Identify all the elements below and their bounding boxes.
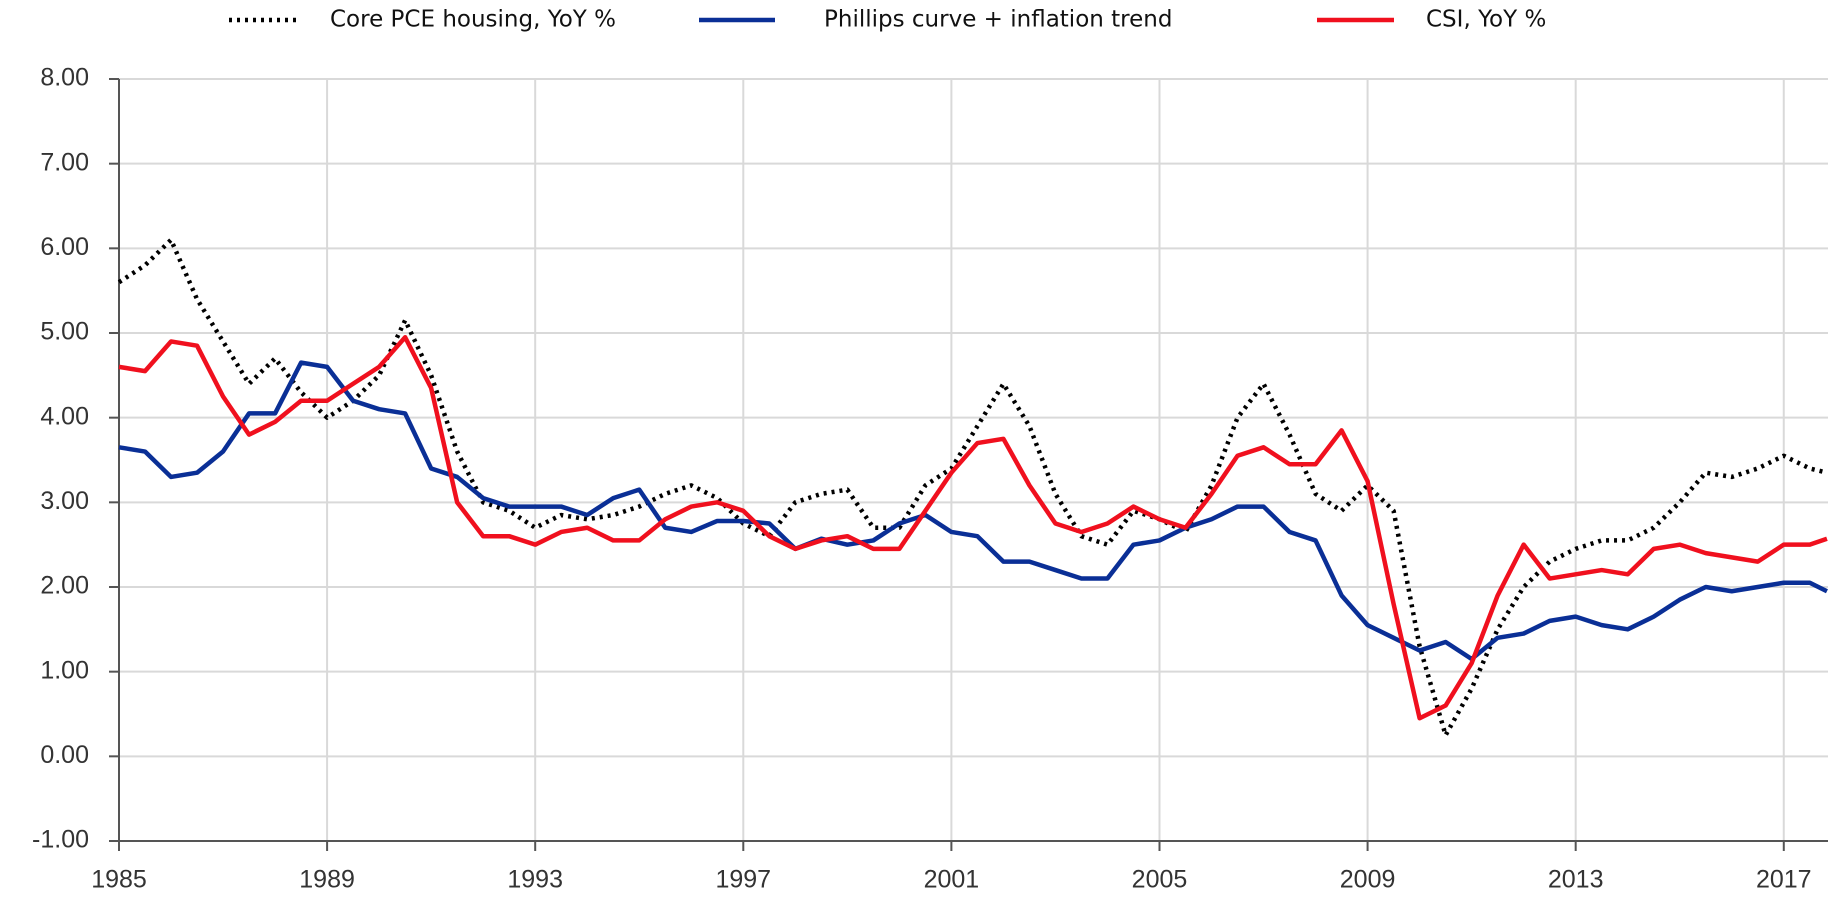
y-tick-label: 0.00 [40,741,89,769]
y-tick-label: 4.00 [40,402,89,430]
series-line [118,334,1828,721]
y-tick-label: -1.00 [32,826,89,854]
series-line [117,237,1828,738]
x-tick-label: 2009 [1340,866,1396,894]
y-tick-label: 3.00 [40,487,89,515]
legend-label: Core PCE housing, YoY % [330,7,616,33]
legend-label: Phillips curve + inflation trend [824,7,1172,33]
x-tick-label: 1997 [715,866,771,894]
y-tick-label: 6.00 [40,233,89,261]
series-line [118,360,1828,662]
x-tick-label: 1989 [299,866,355,894]
x-tick-label: 1985 [91,866,147,894]
y-tick-label: 7.00 [40,148,89,176]
y-tick-label: 5.00 [40,318,89,346]
y-tick-label: 1.00 [40,656,89,684]
y-tick-label: 2.00 [40,572,89,600]
x-tick-label: 1993 [507,866,563,894]
y-tick-label: 8.00 [40,64,89,92]
x-tick-label: 2005 [1132,866,1188,894]
x-tick-label: 2001 [924,866,980,894]
legend-label: CSI, YoY % [1426,7,1546,33]
x-tick-label: 2013 [1548,866,1604,894]
x-tick-label: 2017 [1756,866,1812,894]
